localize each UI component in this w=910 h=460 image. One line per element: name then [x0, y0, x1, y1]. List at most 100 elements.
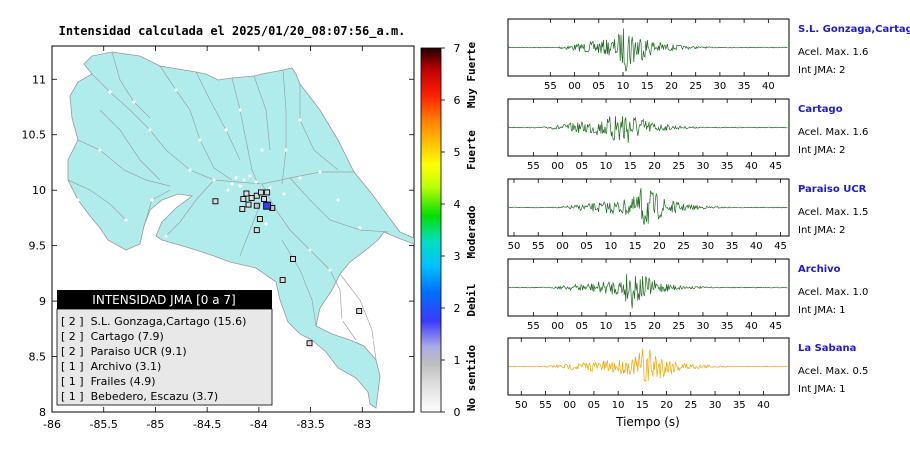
time-tick-label: 00 [551, 321, 564, 332]
time-tick-label: 40 [745, 321, 758, 332]
waveform-line [508, 116, 788, 143]
time-tick-label: 45 [769, 321, 782, 332]
legend-entry: [ 1 ] Archivo (3.1) [61, 360, 161, 373]
waveform-line [508, 188, 788, 225]
legend-entry: [ 2 ] S.L. Gonzaga,Cartago (15.6) [61, 315, 246, 328]
jma-intensity: Int JMA: 2 [798, 225, 846, 236]
station-markers [212, 189, 363, 347]
y-tick-label: 8.5 [29, 351, 47, 364]
legend-title: INTENSIDAD JMA [0 a 7] [92, 293, 235, 307]
colorbar-tick-label: 5 [454, 146, 461, 159]
time-tick-label: 55 [539, 400, 552, 411]
time-tick-label: 20 [648, 161, 661, 172]
waveform-line [508, 348, 788, 383]
station-name: S.L. Gonzaga,Cartago [798, 24, 910, 35]
x-tick-label: -83 [353, 418, 371, 431]
time-tick-label: 30 [714, 81, 727, 92]
station-marker [261, 196, 267, 203]
time-tick-label: 00 [563, 400, 576, 411]
time-tick-label: 40 [757, 400, 770, 411]
station-name: Cartago [798, 104, 843, 115]
y-tick-label: 9 [39, 295, 46, 308]
time-tick-label: 05 [575, 161, 588, 172]
time-tick-label: 10 [600, 161, 613, 172]
station-marker [306, 340, 313, 347]
legend-body [56, 308, 273, 406]
max-acceleration: Acel. Max. 1.5 [798, 207, 868, 218]
time-tick-label: 10 [600, 321, 613, 332]
time-tick-label: 30 [709, 400, 722, 411]
trace-panel: 55 00 05 10 15 20 25 30 35 40 45 Archivo Acel. Max. … [507, 258, 868, 332]
station-marker [290, 255, 296, 262]
max-acceleration: Acel. Max. 0.5 [798, 366, 868, 377]
time-axis-label: Tiempo (s) [615, 415, 680, 429]
time-tick-label: 55 [532, 241, 545, 252]
time-tick-label: 25 [689, 81, 702, 92]
seismogram-panels: 55 00 05 10 15 20 25 30 35 40 S.L. Gonzaga,Cartago… [507, 18, 910, 411]
time-tick-label: 35 [738, 81, 751, 92]
y-tick-label: 10.5 [22, 129, 47, 142]
trace-panel: 50 55 00 05 10 15 20 25 30 35 40 45 Paraiso UCR Acel.… [507, 178, 868, 252]
time-tick-label: 30 [701, 241, 714, 252]
time-tick-label: 20 [648, 321, 661, 332]
legend-entry: [ 1 ] Bebedero, Escazu (3.7) [61, 390, 218, 403]
station-marker [248, 194, 255, 201]
colorbar-label-no-sentido: No sentido [465, 345, 478, 412]
trace-panel: 50 55 00 05 10 15 20 25 30 35 40 La Sabana Acel. Max… [507, 337, 868, 411]
jma-intensity: Int JMA: 1 [798, 305, 846, 316]
station-marker [212, 198, 219, 205]
time-tick-label: 35 [733, 400, 746, 411]
map-title: Intensidad calculada el 2025/01/20_08:07… [59, 24, 406, 39]
colorbar-label-debil: Debil [465, 283, 478, 316]
colorbar-tick-label: 4 [454, 198, 461, 211]
time-tick-label: 25 [672, 161, 685, 172]
colorbar-tick-label: 0 [454, 406, 461, 419]
time-tick-label: 25 [677, 241, 690, 252]
time-tick-label: 00 [551, 161, 564, 172]
x-tick-label: -84.5 [193, 418, 221, 431]
station-marker [279, 277, 286, 283]
intensity-legend: INTENSIDAD JMA [0 a 7] [ 2 ] S.L. Gonzag… [56, 290, 273, 406]
time-tick-label: 05 [575, 321, 588, 332]
town-dots [76, 88, 374, 342]
x-tick-label: -85 [146, 418, 164, 431]
station-name: La Sabana [798, 343, 856, 354]
time-tick-label: 30 [697, 321, 710, 332]
time-tick-label: 15 [624, 161, 637, 172]
colorbar-tick-label: 7 [454, 42, 461, 55]
time-tick-label: 40 [750, 241, 763, 252]
colorbar-tick-label: 6 [454, 94, 461, 107]
station-marker [253, 202, 260, 209]
colorbar-ticks: 0 1 2 3 4 5 6 7 [441, 42, 461, 419]
x-tick-label: -86 [43, 418, 61, 431]
trace-panel: 55 00 05 10 15 20 25 30 35 40 S.L. Gonzaga,Cartago… [507, 18, 910, 92]
time-tick-label: 05 [592, 81, 605, 92]
time-tick-label: 25 [672, 321, 685, 332]
land-costa-rica [67, 51, 414, 409]
max-acceleration: Acel. Max. 1.6 [798, 127, 868, 138]
jma-intensity: Int JMA: 1 [798, 384, 846, 395]
station-marker [256, 216, 263, 222]
y-tick-label: 11 [32, 73, 46, 86]
station-marker [253, 227, 260, 234]
time-tick-label: 50 [515, 400, 528, 411]
y-tick-label: 9.5 [29, 240, 47, 253]
time-tick-label: 55 [527, 321, 540, 332]
x-tick-label: -84 [250, 418, 268, 431]
legend-entry: [ 1 ] Frailes (4.9) [61, 375, 156, 388]
time-tick-label: 15 [624, 321, 637, 332]
time-tick-label: 20 [653, 241, 666, 252]
waveform-line [508, 28, 788, 72]
trace-panel: 55 00 05 10 15 20 25 30 35 40 45 Cartago Acel. Max. … [507, 98, 868, 172]
jma-intensity: Int JMA: 2 [798, 65, 846, 76]
station-name: Paraiso UCR [798, 184, 867, 195]
time-tick-label: 20 [665, 81, 678, 92]
time-tick-label: 35 [721, 161, 734, 172]
station-marker [356, 308, 363, 315]
colorbar-label-muy-fuerte: Muy Fuerte [465, 42, 478, 109]
time-tick-label: 00 [568, 81, 581, 92]
time-tick-label: 45 [774, 241, 787, 252]
time-tick-label: 35 [726, 241, 739, 252]
time-tick-label: 05 [588, 400, 601, 411]
